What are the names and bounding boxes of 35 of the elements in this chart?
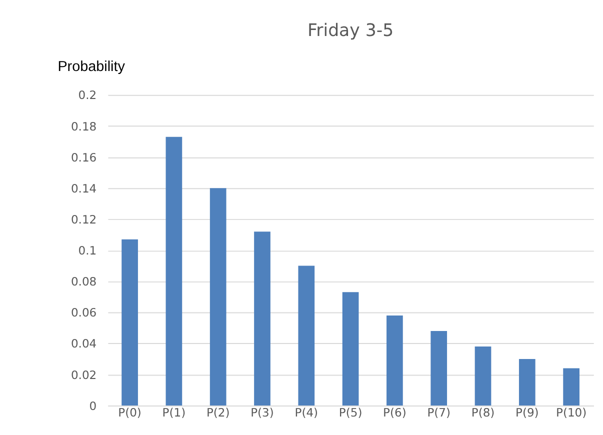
y-tick-label: 0.06: [70, 306, 97, 320]
x-tick-label: P(6): [383, 406, 406, 420]
y-tick-label: 0.04: [70, 336, 97, 351]
bar: [166, 136, 182, 406]
x-tick-label: P(10): [556, 406, 587, 420]
bar: [474, 346, 492, 406]
x-tick-label: P(0): [118, 406, 142, 420]
y-tick-label: 0.1: [78, 244, 97, 258]
x-tick-label: P(5): [338, 406, 362, 420]
bar: [430, 330, 448, 406]
bar: [122, 239, 138, 406]
y-tick-label: 0.2: [78, 88, 97, 102]
bar: [254, 232, 270, 406]
bar: [518, 358, 536, 406]
bar: [298, 266, 315, 406]
x-tick-label: P(2): [206, 406, 230, 420]
y-tick-label: 0: [89, 398, 97, 413]
x-tick-label: P(3): [250, 406, 274, 420]
y-tick-label: 0.12: [70, 212, 97, 226]
bar: [563, 368, 580, 406]
y-tick-label: 0.08: [70, 274, 97, 289]
bar: [342, 292, 359, 406]
y-axis-title: Probability: [58, 58, 126, 75]
x-tick-label: P(1): [162, 406, 186, 420]
x-tick-label: P(4): [294, 406, 318, 420]
bar: [210, 188, 226, 406]
y-tick-label: 0.02: [70, 368, 97, 382]
y-tick-label: 0.18: [70, 119, 97, 134]
y-tick-label: 0.14: [70, 181, 97, 196]
chart-title: Friday 3-5: [307, 21, 394, 42]
x-tick-label: P(9): [516, 406, 539, 420]
x-tick-label: P(7): [427, 406, 450, 420]
y-tick-label: 0.16: [70, 150, 97, 164]
bar: [386, 315, 403, 406]
x-tick-label: P(8): [471, 406, 495, 420]
